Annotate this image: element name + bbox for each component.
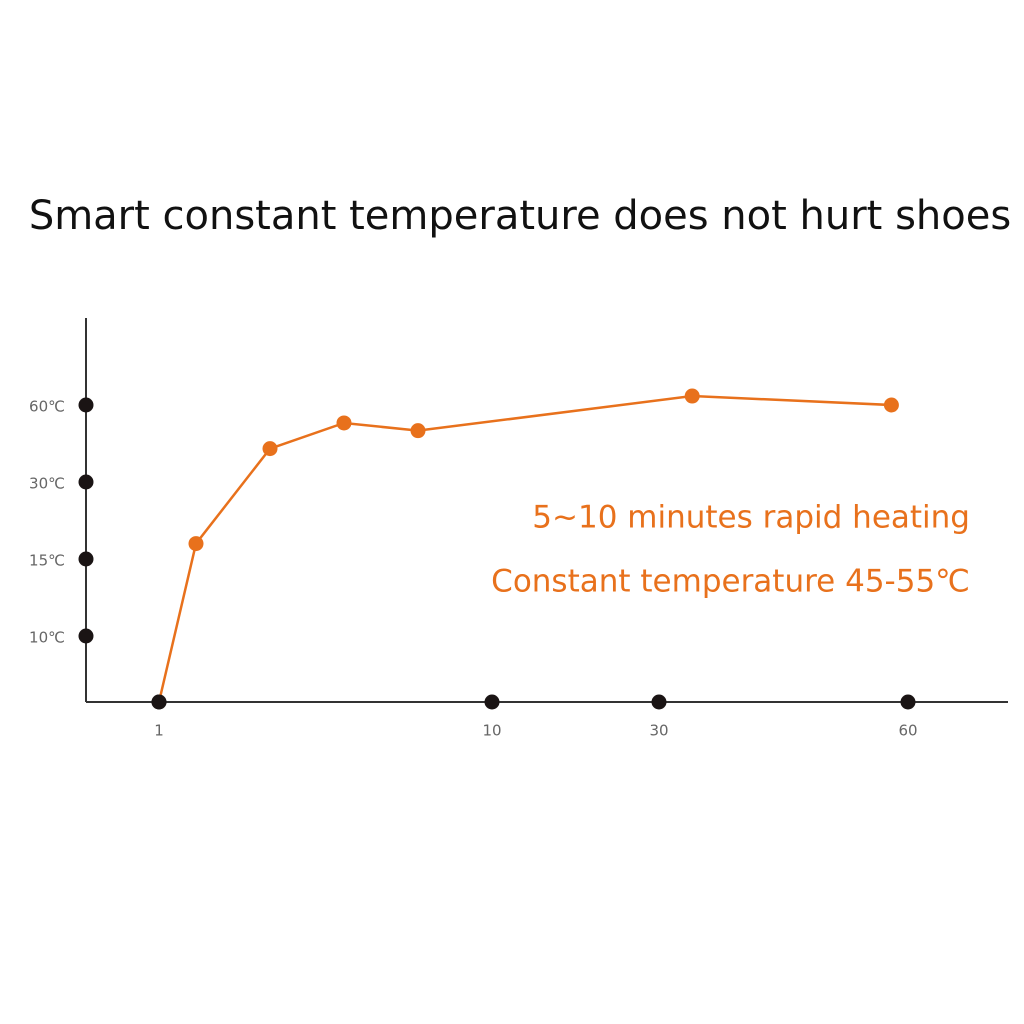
data-point — [410, 423, 426, 439]
x-tick-mark — [651, 694, 667, 710]
y-tick-label: 15℃ — [29, 552, 65, 570]
data-point — [262, 441, 278, 457]
y-tick-mark — [78, 474, 94, 490]
x-tick-label: 10 — [482, 722, 501, 740]
x-tick-label: 30 — [649, 722, 668, 740]
data-point — [188, 536, 204, 552]
annotation: Constant temperature 45-55℃ — [491, 564, 970, 600]
data-point — [684, 388, 700, 404]
y-tick-mark — [78, 628, 94, 644]
y-tick-label: 60℃ — [29, 398, 65, 416]
y-tick-label: 30℃ — [29, 475, 65, 493]
annotation: 5~10 minutes rapid heating — [532, 500, 970, 536]
data-point — [151, 694, 167, 710]
y-tick-mark — [78, 551, 94, 567]
y-tick-label: 10℃ — [29, 629, 65, 647]
y-tick-mark — [78, 397, 94, 413]
data-point — [336, 415, 352, 431]
x-tick-mark — [900, 694, 916, 710]
x-tick-mark — [484, 694, 500, 710]
chart-title: Smart constant temperature does not hurt… — [29, 193, 1011, 239]
data-point — [883, 397, 899, 413]
x-tick-label: 1 — [154, 722, 164, 740]
x-tick-label: 60 — [898, 722, 917, 740]
